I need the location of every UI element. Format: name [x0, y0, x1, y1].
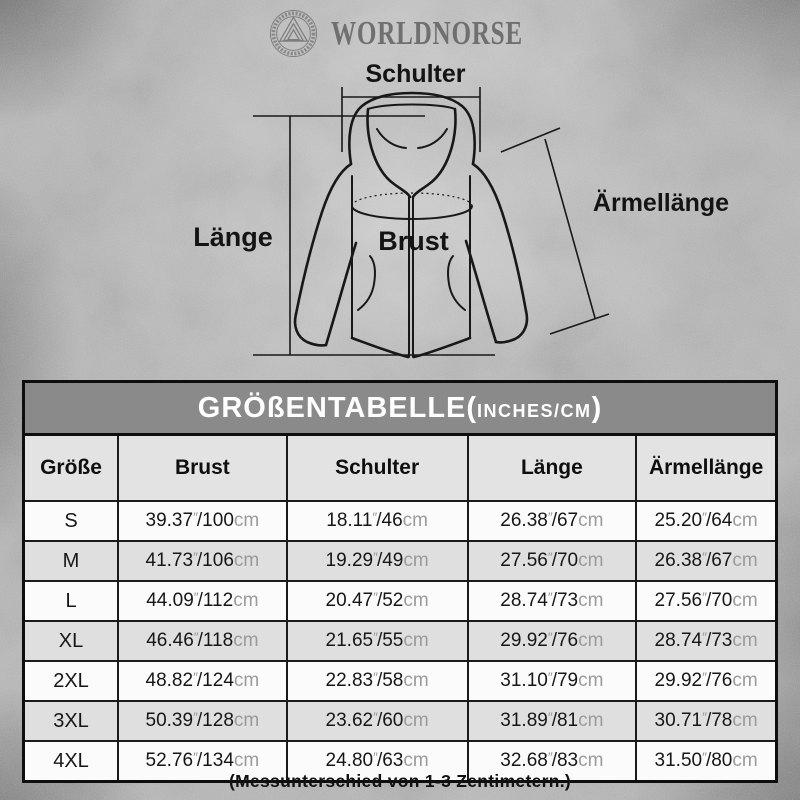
- table-row: L 44.09″/112cm 20.47″/52cm 28.74″/73cm 27.56…: [25, 580, 775, 621]
- measurement-value: 29.92″/76cm: [635, 660, 775, 701]
- measurement-value: 19.29″/49cm: [285, 540, 468, 581]
- column-header-brust: Brust: [117, 436, 287, 501]
- size-table-body: S 39.37″/100cm 18.11″/46cm 26.38″/67cm 25.20…: [25, 500, 775, 780]
- measurement-value: 26.38″/67cm: [635, 540, 775, 581]
- brand-header: WORLDNORSE: [0, 9, 800, 58]
- measurement-value: 48.82″/124cm: [117, 660, 287, 701]
- size-value: L: [25, 580, 118, 621]
- measurement-value: 46.46″/118cm: [117, 620, 287, 661]
- title-unit: INCHES/CM: [477, 401, 592, 421]
- size-value: 3XL: [25, 700, 118, 741]
- brust-label: Brust: [378, 226, 449, 256]
- valknut-emblem-icon: [270, 9, 318, 58]
- size-value: 2XL: [25, 660, 118, 701]
- table-row: M 41.73″/106cm 19.29″/49cm 27.56″/70cm 26.38…: [25, 540, 775, 581]
- header-row: Größe Brust Schulter Länge Ärmellänge: [25, 436, 775, 501]
- measurement-value: 27.56″/70cm: [635, 580, 775, 621]
- laenge-label: Länge: [193, 222, 273, 252]
- title-main: GRÖßENTABELLE(: [197, 392, 478, 424]
- schulter-label: Schulter: [365, 60, 466, 88]
- column-header-groesse: Größe: [25, 436, 118, 501]
- size-table: GRÖßENTABELLE(INCHES/CM) Größe Brust Sch…: [22, 380, 778, 783]
- measurement-value: 44.09″/112cm: [117, 580, 287, 621]
- jacket-line-drawing: [253, 87, 610, 359]
- jacket-outline: [293, 91, 529, 359]
- measurement-value: 39.37″/100cm: [117, 500, 287, 541]
- measurement-lines: [253, 87, 610, 356]
- measurement-value: 41.73″/106cm: [117, 540, 287, 581]
- measurement-value: 21.65″/55cm: [285, 620, 468, 661]
- column-header-laenge: Länge: [466, 436, 637, 501]
- table-row: S 39.37″/100cm 18.11″/46cm 26.38″/67cm 25.20…: [25, 500, 775, 541]
- measurement-value: 30.71″/78cm: [635, 700, 775, 741]
- size-table-header: Größe Brust Schulter Länge Ärmellänge: [25, 436, 775, 501]
- measurement-value: 31.10″/79cm: [466, 660, 637, 701]
- table-row: 3XL 50.39″/128cm 23.62″/60cm 31.89″/81cm 30.…: [25, 700, 775, 741]
- measurement-value: 20.47″/52cm: [285, 580, 468, 621]
- measurement-value: 50.39″/128cm: [117, 700, 287, 741]
- measurement-value: 29.92″/76cm: [466, 620, 637, 661]
- measurement-value: 18.11″/46cm: [285, 500, 468, 541]
- measurement-value: 28.74″/73cm: [466, 580, 637, 621]
- size-value: S: [25, 500, 118, 541]
- measurement-value: 22.83″/58cm: [285, 660, 468, 701]
- size-value: M: [25, 540, 118, 581]
- column-header-aermellaenge: Ärmellänge: [635, 436, 775, 501]
- table-row: XL 46.46″/118cm 21.65″/55cm 29.92″/76cm 28.7…: [25, 620, 775, 661]
- size-table-title: GRÖßENTABELLE(INCHES/CM): [25, 383, 775, 436]
- brand-name: WORLDNORSE: [331, 14, 524, 52]
- title-close: ): [591, 392, 603, 424]
- table-row: 2XL 48.82″/124cm 22.83″/58cm 31.10″/79cm 29.…: [25, 660, 775, 701]
- measurement-value: 31.89″/81cm: [466, 700, 637, 741]
- measurement-value: 27.56″/70cm: [466, 540, 637, 581]
- measurement-value: 23.62″/60cm: [285, 700, 468, 741]
- aermellaenge-label: Ärmellänge: [592, 189, 730, 217]
- measurement-note: (Messunterschied von 1-3 Zentimetern.): [228, 771, 572, 791]
- size-value: XL: [25, 620, 118, 661]
- measurement-value: 26.38″/67cm: [466, 500, 637, 541]
- column-header-schulter: Schulter: [285, 436, 468, 501]
- measurement-value: 25.20″/64cm: [635, 500, 775, 541]
- jacket-measurement-diagram: Schulter Länge Brust Ärmellänge: [180, 58, 750, 380]
- measurement-value: 28.74″/73cm: [635, 620, 775, 661]
